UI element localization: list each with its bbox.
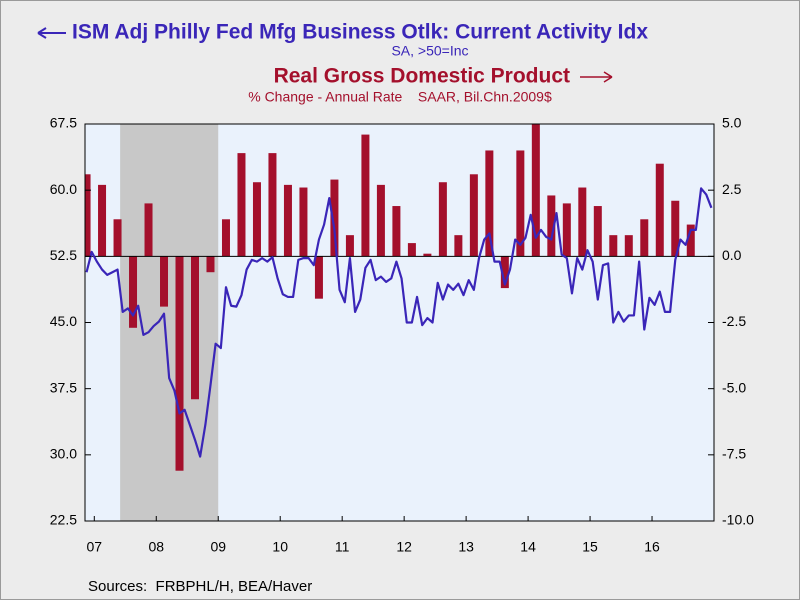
bar (330, 179, 339, 257)
bar (268, 153, 277, 257)
bar (252, 182, 261, 257)
bar (671, 200, 680, 257)
bar (593, 206, 602, 257)
bar (206, 256, 215, 273)
bar (686, 224, 695, 257)
bar (85, 174, 91, 257)
bar (129, 256, 138, 328)
y2-tick-label: -10.0 (722, 512, 754, 528)
bar (655, 163, 664, 257)
x-tick-label: 12 (396, 539, 412, 555)
bar (485, 150, 494, 257)
y2-tick-label: 2.5 (722, 181, 742, 197)
y-tick-label: 37.5 (50, 379, 77, 395)
bar (345, 235, 354, 257)
y2-tick-label: 5.0 (722, 115, 742, 131)
plot-marks (85, 124, 714, 471)
bar (221, 219, 230, 257)
bar (624, 235, 633, 257)
bar (175, 256, 184, 471)
sources-note: Sources: FRBPHL/H, BEA/Haver (88, 578, 312, 595)
bar (160, 256, 169, 307)
legend-arrow-right (580, 71, 613, 83)
y-tick-label: 52.5 (50, 247, 77, 263)
bar (516, 150, 525, 257)
x-tick-label: 14 (520, 539, 536, 555)
bar (98, 184, 107, 257)
line-series (85, 187, 713, 458)
bar (562, 203, 571, 257)
y-tick-label: 45.0 (50, 313, 77, 329)
legend-series-subtitle: SA, >50=Inc (391, 43, 468, 59)
y2-tick-label: 0.0 (722, 247, 742, 263)
x-tick-label: 10 (272, 539, 288, 555)
y-tick-label: 60.0 (50, 181, 77, 197)
bar (454, 235, 463, 257)
bar (438, 182, 447, 257)
bar (469, 174, 478, 257)
legend-series-name: ISM Adj Philly Fed Mfg Business Otlk: Cu… (72, 21, 648, 44)
bar (283, 184, 292, 257)
x-tick-label: 07 (87, 539, 103, 555)
bar (547, 195, 556, 257)
bar (314, 256, 323, 299)
bar (299, 187, 308, 257)
y-tick-label: 30.0 (50, 446, 77, 462)
bar (237, 153, 246, 257)
bar (423, 253, 432, 257)
bar (376, 184, 385, 257)
bar (531, 124, 540, 257)
bar (640, 219, 649, 257)
bar (392, 206, 401, 257)
bar (500, 256, 509, 289)
legend-series-name: Real Gross Domestic Product (274, 65, 570, 88)
y-tick-label: 22.5 (50, 512, 77, 528)
bar (361, 134, 370, 257)
y2-tick-label: -5.0 (722, 379, 746, 395)
y-tick-label: 67.5 (50, 115, 77, 131)
bar (578, 187, 587, 257)
legend-series-subtitle: % Change - Annual Rate SAAR, Bil.Chn.200… (248, 89, 552, 105)
x-tick-label: 13 (458, 539, 474, 555)
y2-tick-label: -7.5 (722, 446, 746, 462)
x-tick-label: 16 (644, 539, 660, 555)
bar (190, 256, 199, 400)
bar (609, 235, 618, 257)
y2-tick-label: -2.5 (722, 313, 746, 329)
legend: ISM Adj Philly Fed Mfg Business Otlk: Cu… (37, 21, 648, 105)
legend-arrow-left (37, 27, 66, 39)
bar (407, 243, 416, 257)
x-tick-label: 11 (335, 539, 350, 555)
bar (113, 219, 122, 257)
x-tick-label: 15 (582, 539, 598, 555)
x-tick-label: 08 (148, 539, 164, 555)
x-tick-label: 09 (210, 539, 226, 555)
bar (144, 203, 153, 257)
